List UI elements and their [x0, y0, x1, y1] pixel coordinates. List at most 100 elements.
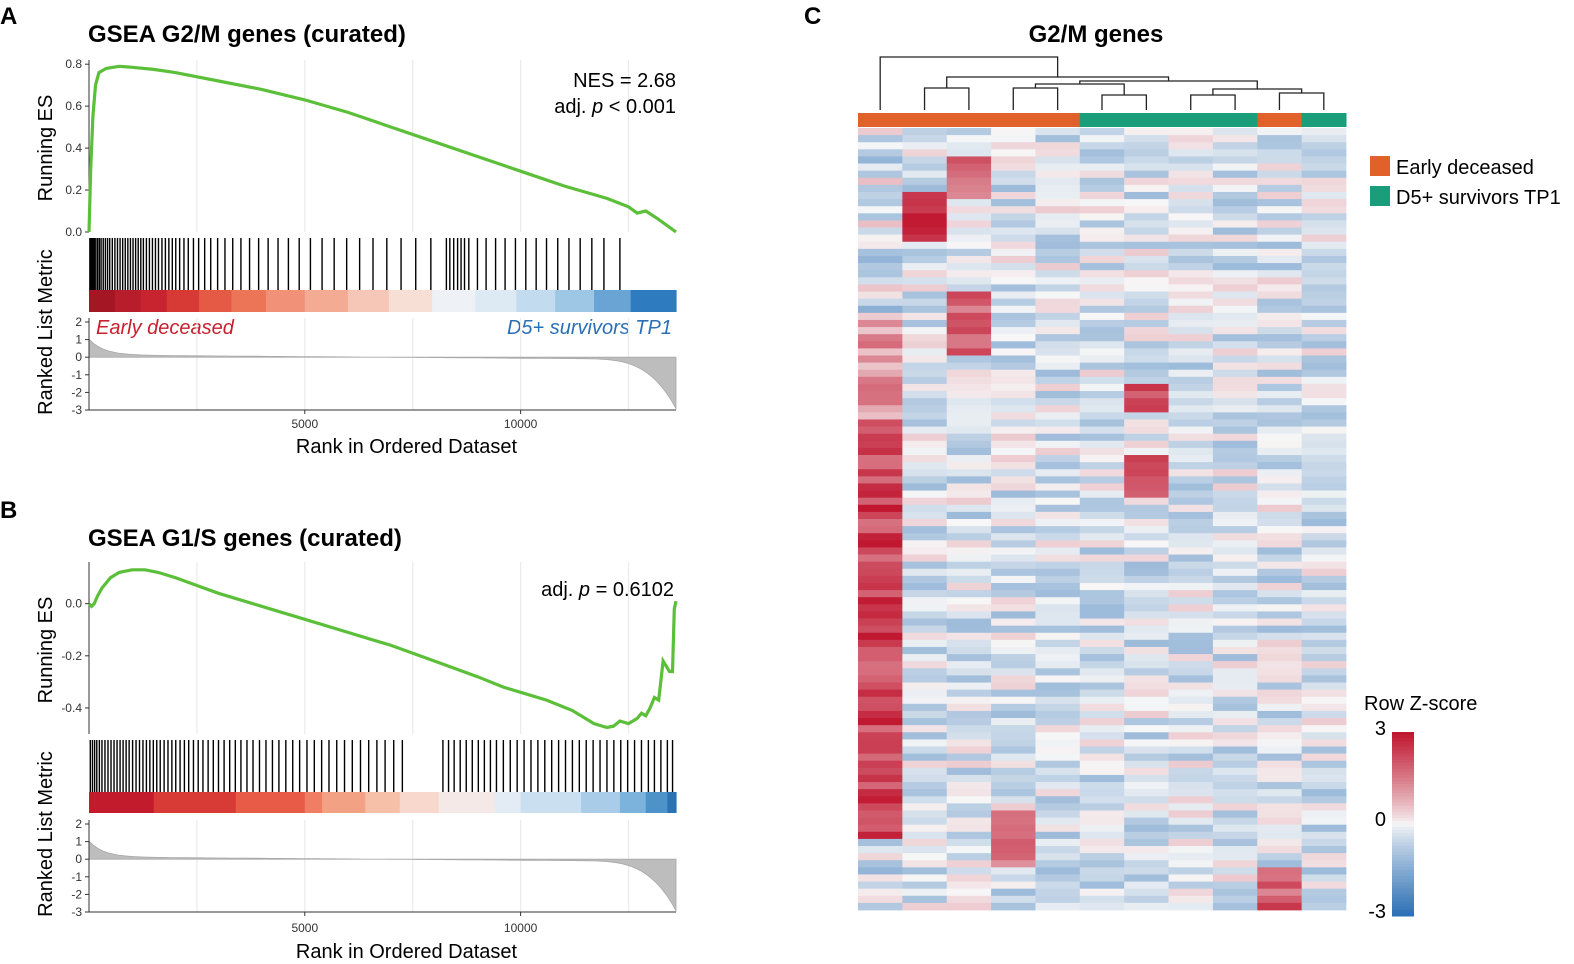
heatmap-cell	[946, 703, 992, 712]
heatmap-cell	[1212, 504, 1258, 513]
heatmap-cell	[1257, 263, 1303, 271]
dendrogram-branch-4	[1278, 92, 1325, 110]
heatmap-cell	[1124, 504, 1169, 513]
heatmap-cell	[1168, 782, 1214, 790]
heatmap-cell	[991, 184, 1036, 193]
heatmap-cell	[902, 796, 948, 804]
heatmap-cell	[1035, 156, 1081, 164]
colbar-cell-3	[991, 113, 1036, 127]
heatmap-cell	[991, 824, 1036, 833]
heatmap-cell	[1079, 327, 1125, 335]
heatmap-cell	[1035, 191, 1081, 200]
heatmap-cell	[1124, 383, 1169, 392]
heatmap-cell	[902, 867, 948, 875]
heatmap-cell	[1079, 511, 1125, 520]
heatmap-cell	[1168, 497, 1214, 506]
heatmap-cell	[858, 718, 903, 726]
heatmap-cell	[1124, 519, 1169, 527]
heatmap-cell	[858, 689, 903, 698]
heatmap-cell	[902, 846, 948, 854]
heatmap-cell	[1212, 263, 1258, 271]
heatmap-cell	[1035, 391, 1081, 399]
colorbar-step	[1392, 732, 1414, 736]
heatmap-cell	[1124, 227, 1169, 236]
heatmap-cell	[991, 796, 1036, 804]
heatmap-cell	[1079, 213, 1125, 221]
colorbar-step	[1392, 799, 1414, 804]
heatmap-cell	[1079, 248, 1125, 257]
heatmap-cell	[1079, 810, 1125, 818]
heatmap-cell	[1035, 455, 1081, 463]
heatmap-cell	[1124, 220, 1169, 228]
heatmap-cell	[946, 796, 992, 804]
heatmap-cell	[902, 888, 948, 897]
heatmap-cell	[1168, 220, 1214, 228]
heatmap-cell	[991, 767, 1036, 776]
heatmap-cell	[1124, 625, 1169, 634]
heatmap-cell	[1301, 319, 1347, 328]
heatmap-cell	[1301, 860, 1347, 868]
heatmap-cell	[902, 462, 948, 470]
heatmap-cell	[1079, 675, 1125, 683]
heatmap-cell	[1257, 277, 1303, 285]
colorbar-step	[1392, 771, 1414, 776]
heatmap-cell	[1035, 789, 1081, 797]
heatmap-cell	[902, 661, 948, 669]
heatmap-cell	[858, 703, 903, 712]
heatmap-cell	[1168, 419, 1214, 427]
heatmap-cell	[858, 270, 903, 278]
heatmap-cell	[1212, 703, 1258, 712]
heatmap-cell	[1124, 796, 1169, 804]
heatmap-cell	[858, 547, 903, 555]
heatmap-cell	[1301, 149, 1347, 157]
heatmap-cell	[1079, 504, 1125, 513]
heatmap-cell	[1168, 668, 1214, 676]
heatmap-cell	[1212, 327, 1258, 335]
heatmap-cell	[1301, 618, 1347, 627]
heatmap-cell	[1035, 739, 1081, 747]
heatmap-cell	[1168, 568, 1214, 577]
heatmap-cell	[1035, 732, 1081, 740]
heatmap-cell	[946, 561, 992, 570]
heatmap-cell	[858, 867, 903, 875]
heatmap-cell	[946, 902, 992, 911]
heatmap-cell	[946, 206, 992, 214]
heatmap-cell	[991, 710, 1036, 719]
heatmap-cell	[1212, 455, 1258, 463]
heatmap-cell	[858, 888, 903, 897]
heatmap-cell	[991, 582, 1036, 591]
heatmap-cell	[858, 753, 903, 762]
heatmap-cell	[1257, 355, 1303, 363]
heatmap-cell	[1301, 433, 1347, 442]
heatmap-cell	[1168, 263, 1214, 271]
heatmap-cell	[1212, 824, 1258, 833]
heatmap-cell	[1212, 860, 1258, 868]
heatmap-cell	[858, 405, 903, 413]
colorbar-step	[1392, 891, 1414, 896]
heatmap-cell	[1212, 760, 1258, 769]
colorbar-step	[1392, 768, 1414, 773]
b-bar-bin-9	[520, 792, 582, 813]
heatmap-cell	[1079, 270, 1125, 278]
heatmap-cell	[1035, 433, 1081, 442]
heatmap-cell	[1212, 547, 1258, 555]
b-bar-bin-11	[619, 792, 647, 813]
heatmap-cell	[902, 895, 948, 904]
heatmap-cell	[1124, 376, 1169, 385]
heatmap-cell	[902, 611, 948, 619]
heatmap-cell	[1035, 824, 1081, 833]
panel-c: C G2/M genes Early deceased D5+ survivor…	[804, 3, 1561, 923]
colbar-cell-4	[1035, 113, 1081, 127]
heatmap-cell	[858, 682, 903, 691]
a-xtick-label-0: 5000	[291, 417, 318, 431]
heatmap-cell	[1257, 639, 1303, 648]
heatmap-cell	[1257, 774, 1303, 783]
heatmap-cell	[902, 860, 948, 868]
heatmap-cell	[946, 305, 992, 314]
heatmap-cell	[991, 575, 1036, 584]
heatmap-cell	[1257, 128, 1303, 136]
heatmap-cell	[1124, 888, 1169, 897]
heatmap-cell	[991, 853, 1036, 861]
heatmap-cell	[902, 710, 948, 719]
heatmap-cell	[1257, 497, 1303, 506]
